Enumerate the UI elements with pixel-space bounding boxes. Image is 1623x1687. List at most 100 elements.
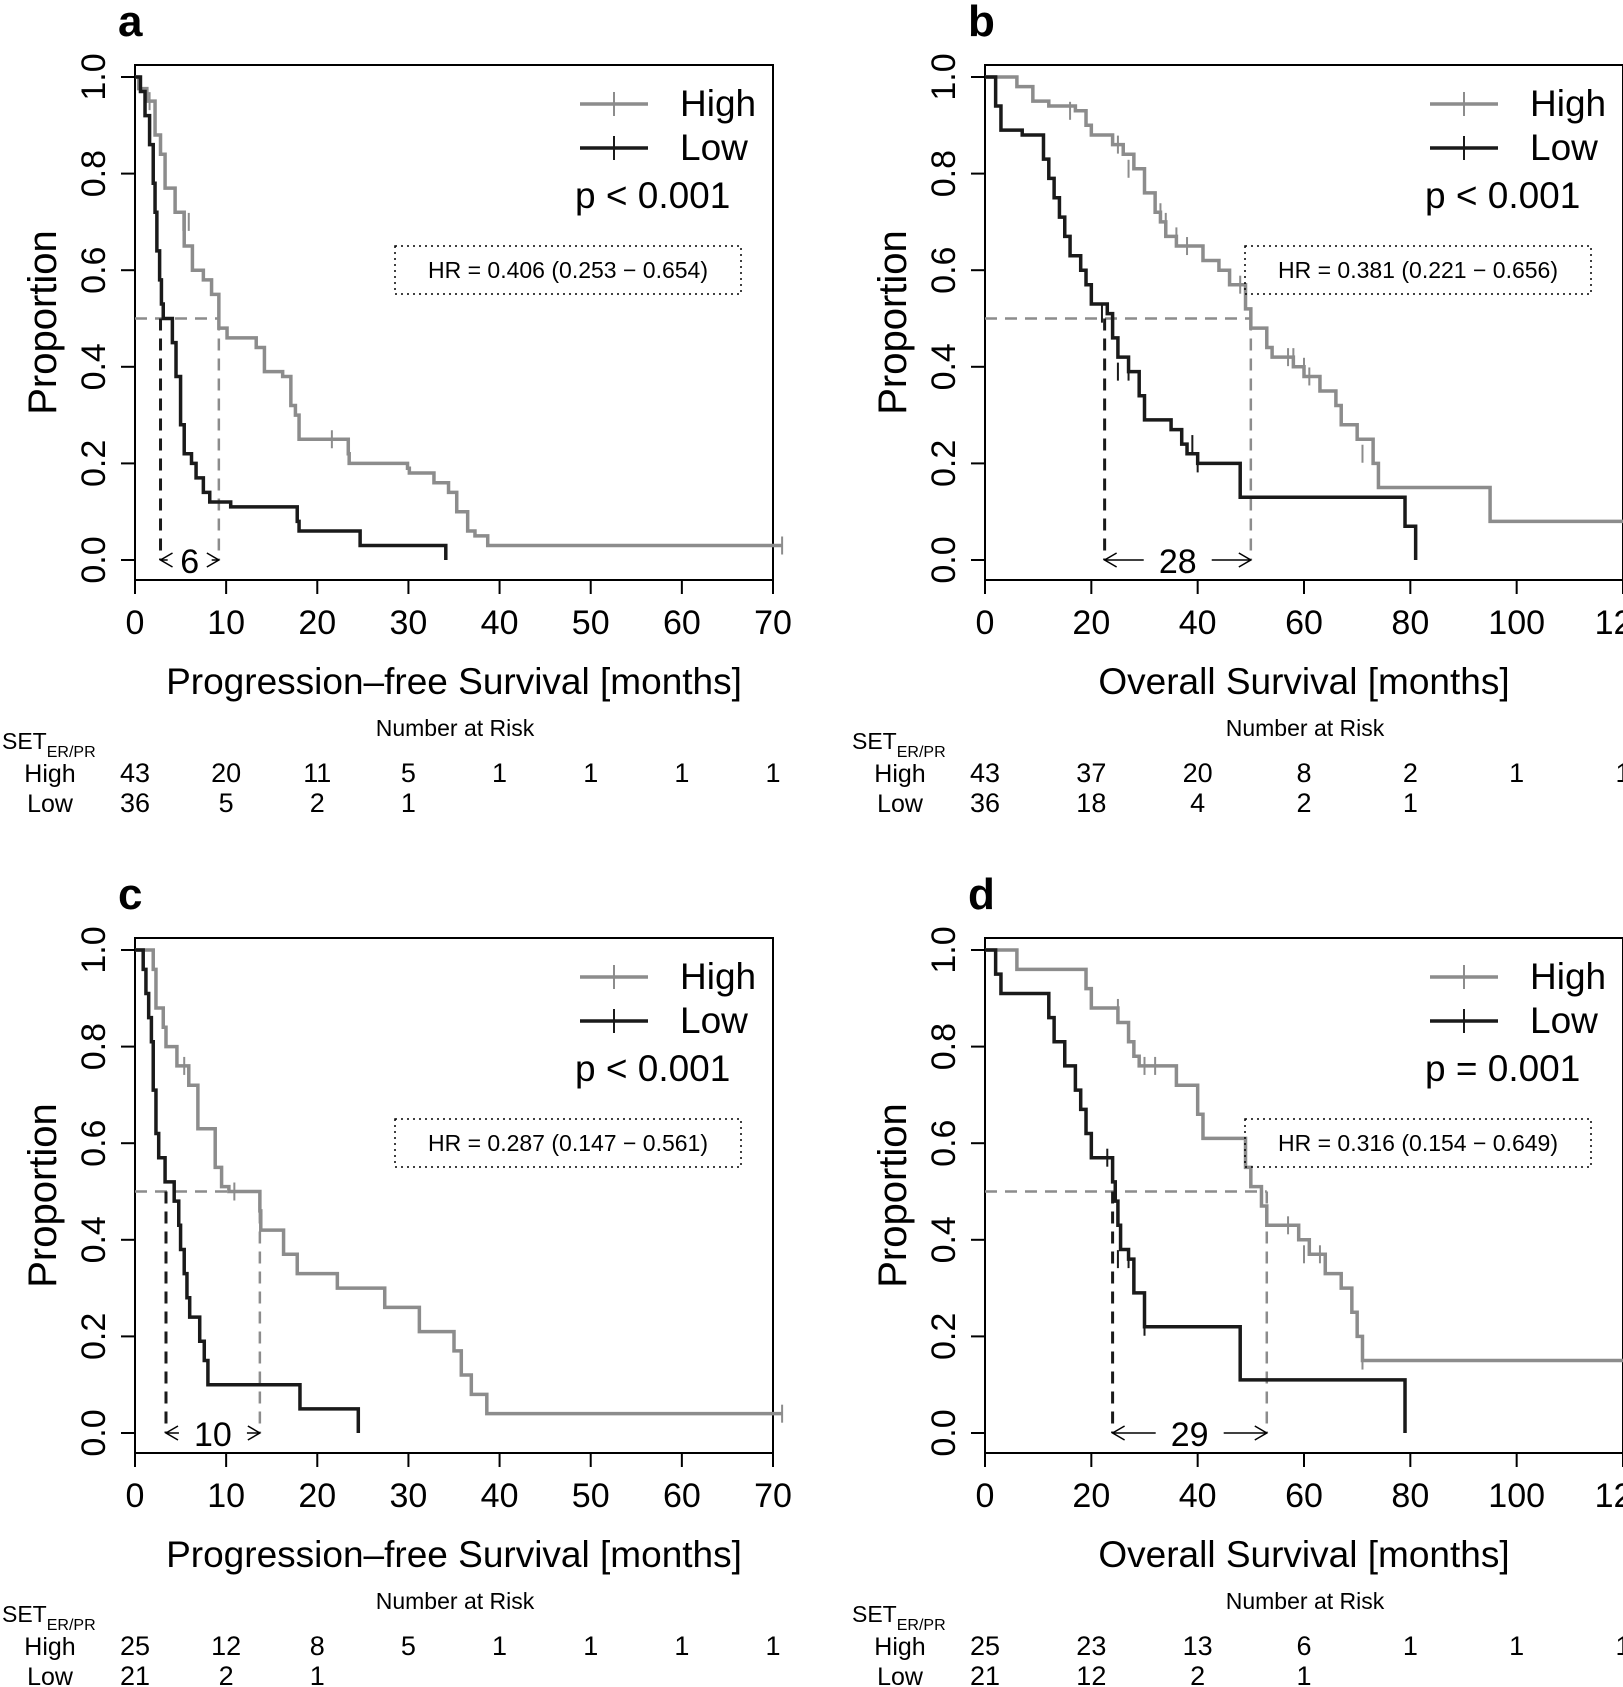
x-axis-label: Overall Survival [months] [1098,1534,1509,1575]
p-value: p < 0.001 [575,1048,730,1089]
risk-group-label: SETER/PR [2,1601,96,1634]
x-tick-label: 40 [481,1477,519,1515]
x-tick-label: 0 [126,1477,145,1515]
legend-label-high: High [1530,956,1606,997]
risk-count: 4 [1190,788,1205,818]
risk-table-title: Number at Risk [1226,1588,1385,1614]
risk-count: 1 [1615,758,1623,788]
y-tick-label: 0.0 [925,1409,963,1456]
risk-row-label-low: Low [877,790,924,818]
risk-count: 1 [674,758,689,788]
risk-count: 1 [1403,788,1418,818]
risk-count: 1 [310,1661,325,1687]
y-axis-label: Proportion [21,230,65,415]
panel-b: b0.00.20.40.60.81.0020406080100120Propor… [852,0,1623,818]
risk-row-label-low: Low [27,1663,74,1687]
y-tick-label: 0.8 [75,1023,113,1070]
y-axis-label: Proportion [871,230,915,415]
arrowhead [1103,552,1118,568]
y-tick-label: 0.4 [925,1216,963,1263]
risk-count: 6 [1296,1631,1311,1661]
x-tick-label: 10 [207,604,245,642]
risk-count: 1 [765,758,780,788]
panel-c: c 0.0 0.2 0.4 0.6 0.8 1.0 0 10 20 30 40 50 60 70 Propor… [2,870,792,1687]
risk-row-label-high: High [24,760,75,788]
x-tick-label: 10 [207,1477,245,1515]
km-curve-low [135,948,361,1433]
risk-count: 5 [401,1631,416,1661]
risk-table-title: Number at Risk [1226,715,1385,741]
panel-c-letter: c [118,870,142,919]
hazard-ratio: HR = 0.316 (0.154 − 0.649) [1278,1130,1558,1156]
arrowhead [1238,552,1253,568]
x-tick-label: 80 [1391,1477,1429,1515]
x-axis-label: Progression–free Survival [months] [166,661,742,702]
y-tick-label: 0.4 [925,343,963,390]
risk-count: 8 [310,1631,325,1661]
risk-count: 2 [1403,758,1418,788]
km-curve-high [135,75,783,548]
arrowhead [159,552,173,568]
panel-a: a 0.0 0.2 0.4 0.6 0.8 1.0 0 10 20 30 40 50 60 70 Propor… [2,0,792,818]
risk-count: 8 [1296,758,1311,788]
y-tick-label: 0.0 [925,536,963,583]
hazard-ratio: HR = 0.406 (0.253 − 0.654) [428,257,708,283]
hr-box [394,245,742,295]
x-tick-label: 30 [390,604,428,642]
risk-count: 23 [1076,1631,1106,1661]
y-tick-label: 0.2 [925,1313,963,1360]
risk-group-label: SETER/PR [2,728,96,761]
y-tick-label: 0.6 [925,247,963,294]
risk-row-label-high: High [874,1633,925,1661]
risk-count: 1 [492,1631,507,1661]
panel-a-letter: a [118,0,143,46]
x-tick-label: 60 [663,1477,701,1515]
x-tick-label: 20 [298,604,336,642]
legend-label-high: High [680,956,756,997]
risk-count: 5 [401,758,416,788]
risk-row-label-high: High [874,760,925,788]
x-tick-label: 80 [1391,604,1429,642]
risk-count: 2 [219,1661,234,1687]
risk-count: 1 [492,758,507,788]
x-tick-label: 120 [1595,604,1623,642]
risk-count: 2 [310,788,325,818]
risk-count: 20 [211,758,241,788]
y-tick-label: 0.6 [75,247,113,294]
x-tick-label: 100 [1488,604,1545,642]
x-tick-label: 20 [298,1477,336,1515]
risk-count: 18 [1076,788,1106,818]
risk-row-label-low: Low [877,1663,924,1687]
y-tick-label: 0.0 [75,536,113,583]
arrowhead [247,1425,262,1441]
risk-group-label-sub: ER/PR [897,744,946,761]
risk-count: 1 [1509,1631,1524,1661]
risk-table-title: Number at Risk [376,715,535,741]
x-tick-label: 120 [1595,1477,1623,1515]
x-tick-label: 50 [572,1477,610,1515]
p-value: p < 0.001 [575,175,730,216]
y-tick-label: 0.4 [75,1216,113,1263]
risk-count: 1 [1296,1661,1311,1687]
y-tick-label: 0.8 [925,1023,963,1070]
risk-group-label-sub: ER/PR [47,1617,96,1634]
risk-count: 37 [1076,758,1106,788]
risk-row-label-low: Low [27,790,74,818]
risk-group-label-sub: ER/PR [897,1617,946,1634]
y-tick-label: 0.2 [75,1313,113,1360]
x-tick-label: 100 [1488,1477,1545,1515]
risk-count: 1 [583,1631,598,1661]
x-tick-label: 0 [976,1477,995,1515]
risk-count: 13 [1183,1631,1213,1661]
risk-count: 1 [401,788,416,818]
risk-group-label-main: SET [852,1601,897,1627]
legend-label-high: High [680,83,756,124]
x-axis-label: Progression–free Survival [months] [166,1534,742,1575]
plot-frame [984,937,1623,1454]
y-tick-label: 0.0 [75,1409,113,1456]
risk-count: 1 [674,1631,689,1661]
y-tick-label: 0.2 [75,440,113,487]
hr-box [1244,1118,1592,1168]
y-tick-label: 1.0 [75,926,113,973]
